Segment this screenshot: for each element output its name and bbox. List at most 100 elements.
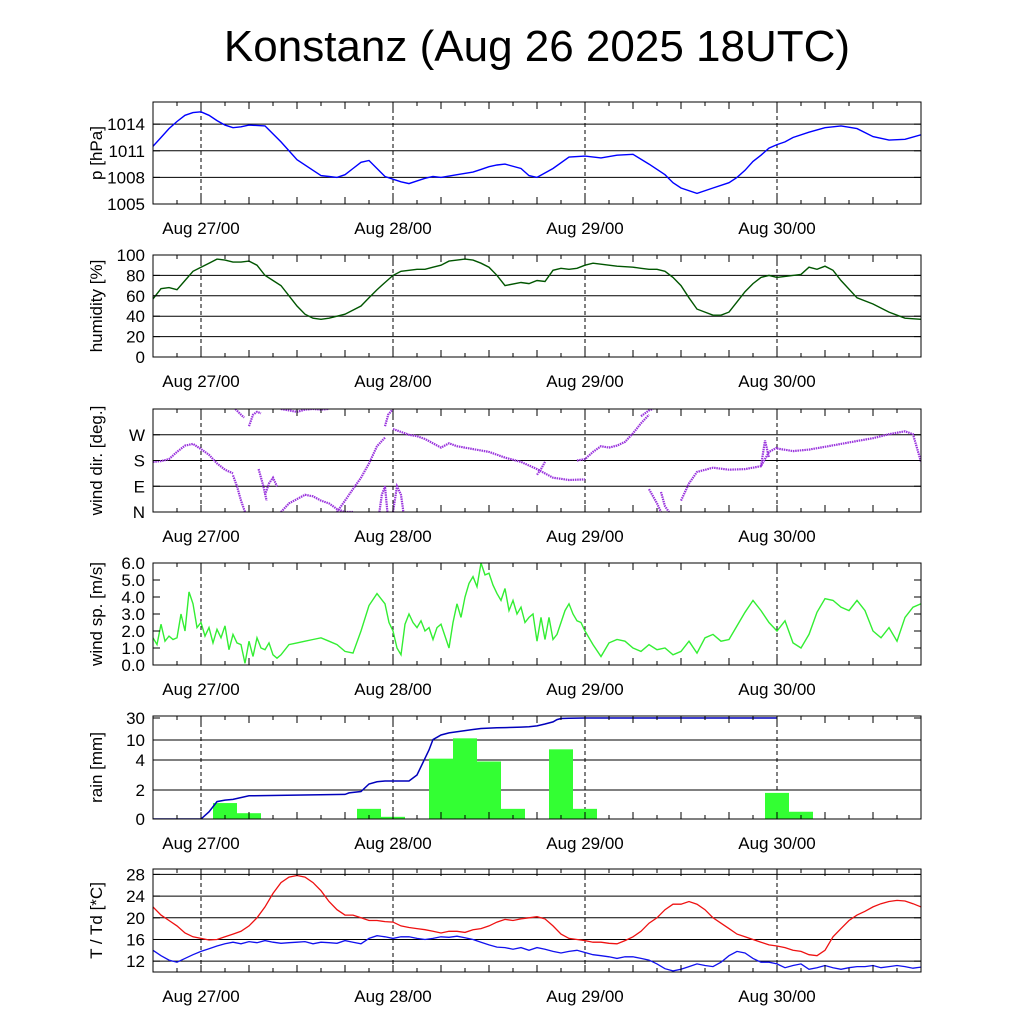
y-tick-label: 2 bbox=[136, 781, 145, 800]
panel-frame bbox=[152, 101, 922, 205]
y-tick-label: W bbox=[129, 426, 145, 445]
rain-bar bbox=[501, 808, 525, 819]
y-tick-label: 1008 bbox=[107, 168, 145, 187]
y-axis-label: humidity [%] bbox=[87, 260, 106, 353]
x-tick-label: Aug 27/00 bbox=[162, 834, 240, 853]
x-tick-label: Aug 27/00 bbox=[162, 680, 240, 699]
chart-title: Konstanz (Aug 26 2025 18UTC) bbox=[223, 22, 851, 71]
x-tick-label: Aug 30/00 bbox=[738, 987, 816, 1006]
y-tick-label: 100 bbox=[117, 246, 145, 265]
x-tick-label: Aug 28/00 bbox=[354, 834, 432, 853]
rain-bar bbox=[429, 758, 453, 819]
panel-frame bbox=[152, 562, 922, 666]
wind-dir-trace bbox=[153, 442, 234, 475]
plot-area bbox=[153, 717, 813, 819]
plot-area bbox=[153, 874, 921, 972]
y-tick-label: 1.0 bbox=[121, 639, 145, 658]
series-line bbox=[153, 563, 921, 664]
wind-dir-trace bbox=[336, 436, 386, 512]
panel-rain: 0 2 410 30 rain [mm] Aug 27/00 Aug 28/00 Aug 29… bbox=[87, 709, 922, 853]
wind-dir-trace bbox=[659, 491, 670, 512]
y-tick-label: 16 bbox=[126, 930, 145, 949]
x-tick-label: Aug 27/00 bbox=[162, 527, 240, 546]
x-tick-label: Aug 28/00 bbox=[354, 219, 432, 238]
wind-dir-trace bbox=[257, 468, 268, 501]
x-tick-label: Aug 28/00 bbox=[354, 680, 432, 699]
rain-bar bbox=[549, 749, 573, 819]
plot-area bbox=[153, 111, 921, 195]
y-tick-label: 1011 bbox=[108, 142, 145, 161]
series-line-1 bbox=[153, 935, 921, 972]
wind-dir-trace bbox=[280, 493, 353, 512]
wind-dir-trace bbox=[759, 440, 771, 467]
panel-frame bbox=[152, 715, 922, 820]
y-tick-label: 0 bbox=[136, 810, 145, 829]
x-tick-label: Aug 27/00 bbox=[162, 987, 240, 1006]
series-line-0 bbox=[153, 874, 921, 957]
panel-frame bbox=[152, 868, 922, 973]
y-tick-label: 0.0 bbox=[121, 656, 145, 675]
rain-bar bbox=[477, 761, 501, 819]
panel-wind_speed: 0.01.02.03.04.05.06.0 wind sp. [m/s] Aug 2… bbox=[87, 554, 922, 699]
y-tick-label: 1005 bbox=[107, 195, 145, 214]
x-tick-label: Aug 29/00 bbox=[546, 987, 624, 1006]
y-axis-label: rain [mm] bbox=[87, 732, 106, 803]
y-tick-label: 12 bbox=[126, 952, 145, 971]
y-tick-label: 60 bbox=[126, 287, 145, 306]
y-tick-label: 80 bbox=[126, 266, 145, 285]
wind-dir-trace bbox=[247, 410, 262, 427]
wind-dir-trace bbox=[231, 475, 247, 512]
x-tick-label: Aug 30/00 bbox=[738, 834, 816, 853]
x-tick-label: Aug 27/00 bbox=[162, 372, 240, 391]
plot-area bbox=[153, 258, 921, 321]
series-line bbox=[153, 258, 921, 321]
wind-dir-trace bbox=[648, 488, 662, 512]
y-tick-label: 30 bbox=[126, 709, 145, 728]
y-axis-label: wind sp. [m/s] bbox=[87, 562, 106, 667]
cumulative-rain-line bbox=[153, 717, 777, 819]
panel-temperature_dewpoint: 12 16 20 24 28 T / Td [*C] Aug 27/00 Aug 28/00 A… bbox=[87, 865, 922, 1006]
y-tick-label: 24 bbox=[126, 887, 145, 906]
wind-dir-trace bbox=[640, 409, 654, 418]
x-tick-label: Aug 29/00 bbox=[546, 219, 624, 238]
y-tick-label: 20 bbox=[126, 328, 145, 347]
y-tick-label: 2.0 bbox=[121, 622, 145, 641]
wind-dir-trace bbox=[263, 475, 278, 496]
wind-dir-trace bbox=[680, 446, 778, 502]
y-tick-label: 3.0 bbox=[121, 605, 145, 624]
x-tick-label: Aug 28/00 bbox=[354, 527, 432, 546]
y-axis-label: wind dir. [deg.] bbox=[87, 406, 106, 517]
x-tick-label: Aug 30/00 bbox=[738, 527, 816, 546]
rain-bar bbox=[453, 738, 477, 819]
rain-bar bbox=[357, 808, 381, 819]
y-tick-label: 4 bbox=[136, 751, 145, 770]
x-tick-label: Aug 29/00 bbox=[546, 527, 624, 546]
y-tick-label: 5.0 bbox=[121, 571, 145, 590]
y-tick-label: S bbox=[134, 452, 145, 471]
wind-dir-trace bbox=[392, 427, 586, 482]
wind-dir-trace bbox=[280, 409, 330, 414]
y-tick-label: 0 bbox=[136, 348, 145, 367]
wind-dir-trace bbox=[234, 409, 245, 419]
x-tick-label: Aug 30/00 bbox=[738, 680, 816, 699]
wind-dir-trace bbox=[536, 461, 546, 476]
x-tick-label: Aug 30/00 bbox=[738, 372, 816, 391]
y-tick-label: 40 bbox=[126, 307, 145, 326]
y-tick-label: 20 bbox=[126, 909, 145, 928]
y-axis-label: T / Td [*C] bbox=[87, 882, 106, 959]
rain-bar bbox=[213, 803, 237, 819]
wind-dir-trace bbox=[391, 482, 405, 512]
y-tick-label: E bbox=[134, 477, 145, 496]
wind-dir-trace bbox=[378, 485, 389, 512]
y-axis-label: p [hPa] bbox=[87, 126, 106, 180]
plot-area bbox=[153, 563, 921, 664]
x-tick-label: Aug 30/00 bbox=[738, 219, 816, 238]
x-tick-label: Aug 27/00 bbox=[162, 219, 240, 238]
y-tick-label: 1014 bbox=[107, 115, 145, 134]
wind-dir-trace bbox=[776, 430, 921, 463]
